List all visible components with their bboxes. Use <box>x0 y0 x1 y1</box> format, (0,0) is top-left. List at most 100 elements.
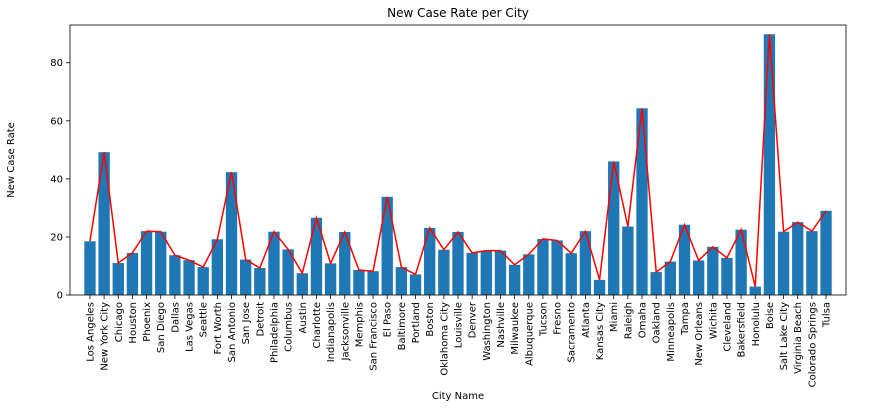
x-tick-label: Detroit <box>255 302 266 337</box>
bar-minneapolis <box>664 261 676 295</box>
bar-cleveland <box>721 257 733 295</box>
trend-line <box>89 34 827 287</box>
x-axis: Los Angeles New York City Chicago Houston Ph… <box>85 295 833 387</box>
x-tick-label: Memphis <box>354 302 365 347</box>
bar-honolulu <box>749 286 761 295</box>
x-tick-label: Louisville <box>454 302 465 348</box>
x-tick-label: Los Angeles <box>85 302 96 362</box>
bar-detroit <box>254 268 266 295</box>
y-tick-label: 20 <box>50 232 63 243</box>
bar-raleigh <box>622 226 634 295</box>
bar-dallas <box>169 255 181 295</box>
x-tick-label: New Orleans <box>694 302 705 366</box>
x-tick-label: Virginia Beach <box>793 302 804 374</box>
x-tick-label: Colorado Springs <box>807 302 818 387</box>
bar-atlanta <box>579 231 592 295</box>
x-axis-label: City Name <box>432 391 484 402</box>
bar-jacksonville <box>339 232 351 295</box>
bar-indianapolis <box>324 263 337 295</box>
bar-miami <box>608 161 620 295</box>
x-tick-label: Tampa <box>680 302 691 336</box>
x-tick-label: Charlotte <box>312 302 323 348</box>
chart-title: New Case Rate per City <box>387 6 529 20</box>
bar-washington <box>480 250 492 295</box>
bar-new-orleans <box>692 260 705 295</box>
x-tick-label: Nashville <box>496 302 507 348</box>
bar-columbus <box>282 249 294 295</box>
bar-colorado-springs <box>806 231 818 295</box>
bar-sacramento <box>565 253 577 295</box>
x-tick-label: Cleveland <box>722 302 733 352</box>
bar-milwaukee <box>508 264 521 295</box>
x-tick-label: Wichita <box>708 302 719 339</box>
x-tick-label: Miami <box>609 302 620 332</box>
bar-boston <box>424 227 436 295</box>
x-tick-label: Omaha <box>638 302 649 338</box>
y-tick-label: 80 <box>50 58 63 69</box>
bar-baltimore <box>395 267 408 295</box>
bar-omaha <box>636 108 648 296</box>
x-tick-label: Sacramento <box>567 302 578 362</box>
bar-philadelphia <box>268 231 280 295</box>
bar-las-vegas <box>183 260 195 295</box>
bar-louisville <box>452 232 464 295</box>
bars-layer <box>84 34 832 296</box>
x-tick-label: San Francisco <box>369 302 380 371</box>
x-tick-label: Milwaukee <box>510 302 521 355</box>
bar-san-antonio <box>225 172 238 295</box>
bar-charlotte <box>310 217 323 295</box>
bar-los-angeles <box>84 241 96 295</box>
x-tick-label: El Paso <box>383 302 394 337</box>
x-tick-label: San Antonio <box>227 302 238 362</box>
x-tick-label: Dallas <box>170 302 181 333</box>
x-tick-label: San Diego <box>156 302 167 353</box>
bar-san-diego <box>155 231 167 295</box>
bar-tampa <box>678 224 691 295</box>
x-tick-label: Bakersfield <box>737 302 748 357</box>
x-tick-label: Kansas City <box>595 302 606 360</box>
y-tick-label: 60 <box>50 116 63 127</box>
x-tick-label: Indianapolis <box>326 302 337 362</box>
x-tick-label: Salt Lake City <box>779 302 790 371</box>
bar-seattle <box>197 267 209 295</box>
y-axis: 0 20 40 60 80 <box>50 58 70 302</box>
x-tick-label: Seattle <box>199 302 210 337</box>
y-axis-label: New Case Rate <box>6 122 17 198</box>
x-tick-label: Oklahoma City <box>439 302 450 376</box>
x-tick-label: Chicago <box>114 302 125 342</box>
bar-salt-lake-city <box>777 231 790 295</box>
bar-san-francisco <box>367 271 379 295</box>
bar-tucson <box>537 238 549 295</box>
bar-houston <box>126 252 139 295</box>
x-tick-label: Baltimore <box>397 302 408 350</box>
x-tick-label: Las Vegas <box>185 302 196 352</box>
y-tick-label: 0 <box>57 291 63 302</box>
bar-new-york-city <box>98 152 110 295</box>
bar-kansas-city <box>593 279 606 295</box>
x-tick-label: San Jose <box>241 302 252 344</box>
bar-denver <box>466 252 478 295</box>
x-tick-label: Washington <box>482 302 493 361</box>
x-tick-label: Atlanta <box>581 302 592 338</box>
bar-chicago <box>112 263 124 295</box>
x-tick-label: Austin <box>298 302 309 333</box>
x-tick-label: Fort Worth <box>213 302 224 355</box>
y-tick-label: 40 <box>50 174 63 185</box>
bar-austin <box>296 273 308 295</box>
bar-el-paso <box>381 196 393 295</box>
x-tick-label: Columbus <box>284 302 295 352</box>
bar-san-jose <box>240 259 252 295</box>
bar-oklahoma-city <box>438 249 450 295</box>
bar-nashville <box>494 250 507 295</box>
bar-virginia-beach <box>792 222 804 295</box>
bar-fresno <box>551 240 563 295</box>
x-tick-label: Portland <box>411 302 422 343</box>
bar-oakland <box>650 272 662 295</box>
bar-albuquerque <box>523 254 535 295</box>
bar-wichita <box>707 246 719 295</box>
x-tick-label: Minneapolis <box>666 302 677 362</box>
x-tick-label: Raleigh <box>623 302 634 339</box>
bar-tulsa <box>820 210 832 295</box>
x-tick-label: Houston <box>128 302 139 344</box>
